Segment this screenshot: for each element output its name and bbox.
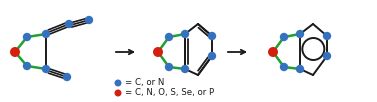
Circle shape: [268, 47, 278, 57]
Circle shape: [65, 20, 73, 28]
Text: = C, N, O, S, Se, or P: = C, N, O, S, Se, or P: [125, 89, 214, 98]
Circle shape: [63, 73, 71, 81]
Circle shape: [323, 32, 331, 40]
Circle shape: [296, 30, 304, 38]
Circle shape: [42, 30, 50, 38]
Circle shape: [165, 33, 173, 41]
Circle shape: [10, 47, 20, 57]
Circle shape: [153, 47, 163, 57]
Circle shape: [181, 30, 189, 38]
Circle shape: [115, 89, 121, 96]
Circle shape: [280, 63, 288, 71]
Circle shape: [165, 63, 173, 71]
Circle shape: [23, 33, 31, 41]
Circle shape: [181, 65, 189, 73]
Circle shape: [208, 32, 216, 40]
Circle shape: [23, 62, 31, 70]
Text: = C, or N: = C, or N: [125, 79, 164, 88]
Circle shape: [115, 79, 121, 86]
Circle shape: [208, 52, 216, 60]
Circle shape: [85, 16, 93, 24]
Circle shape: [323, 52, 331, 60]
Circle shape: [296, 65, 304, 73]
Circle shape: [280, 33, 288, 41]
Circle shape: [42, 65, 50, 73]
